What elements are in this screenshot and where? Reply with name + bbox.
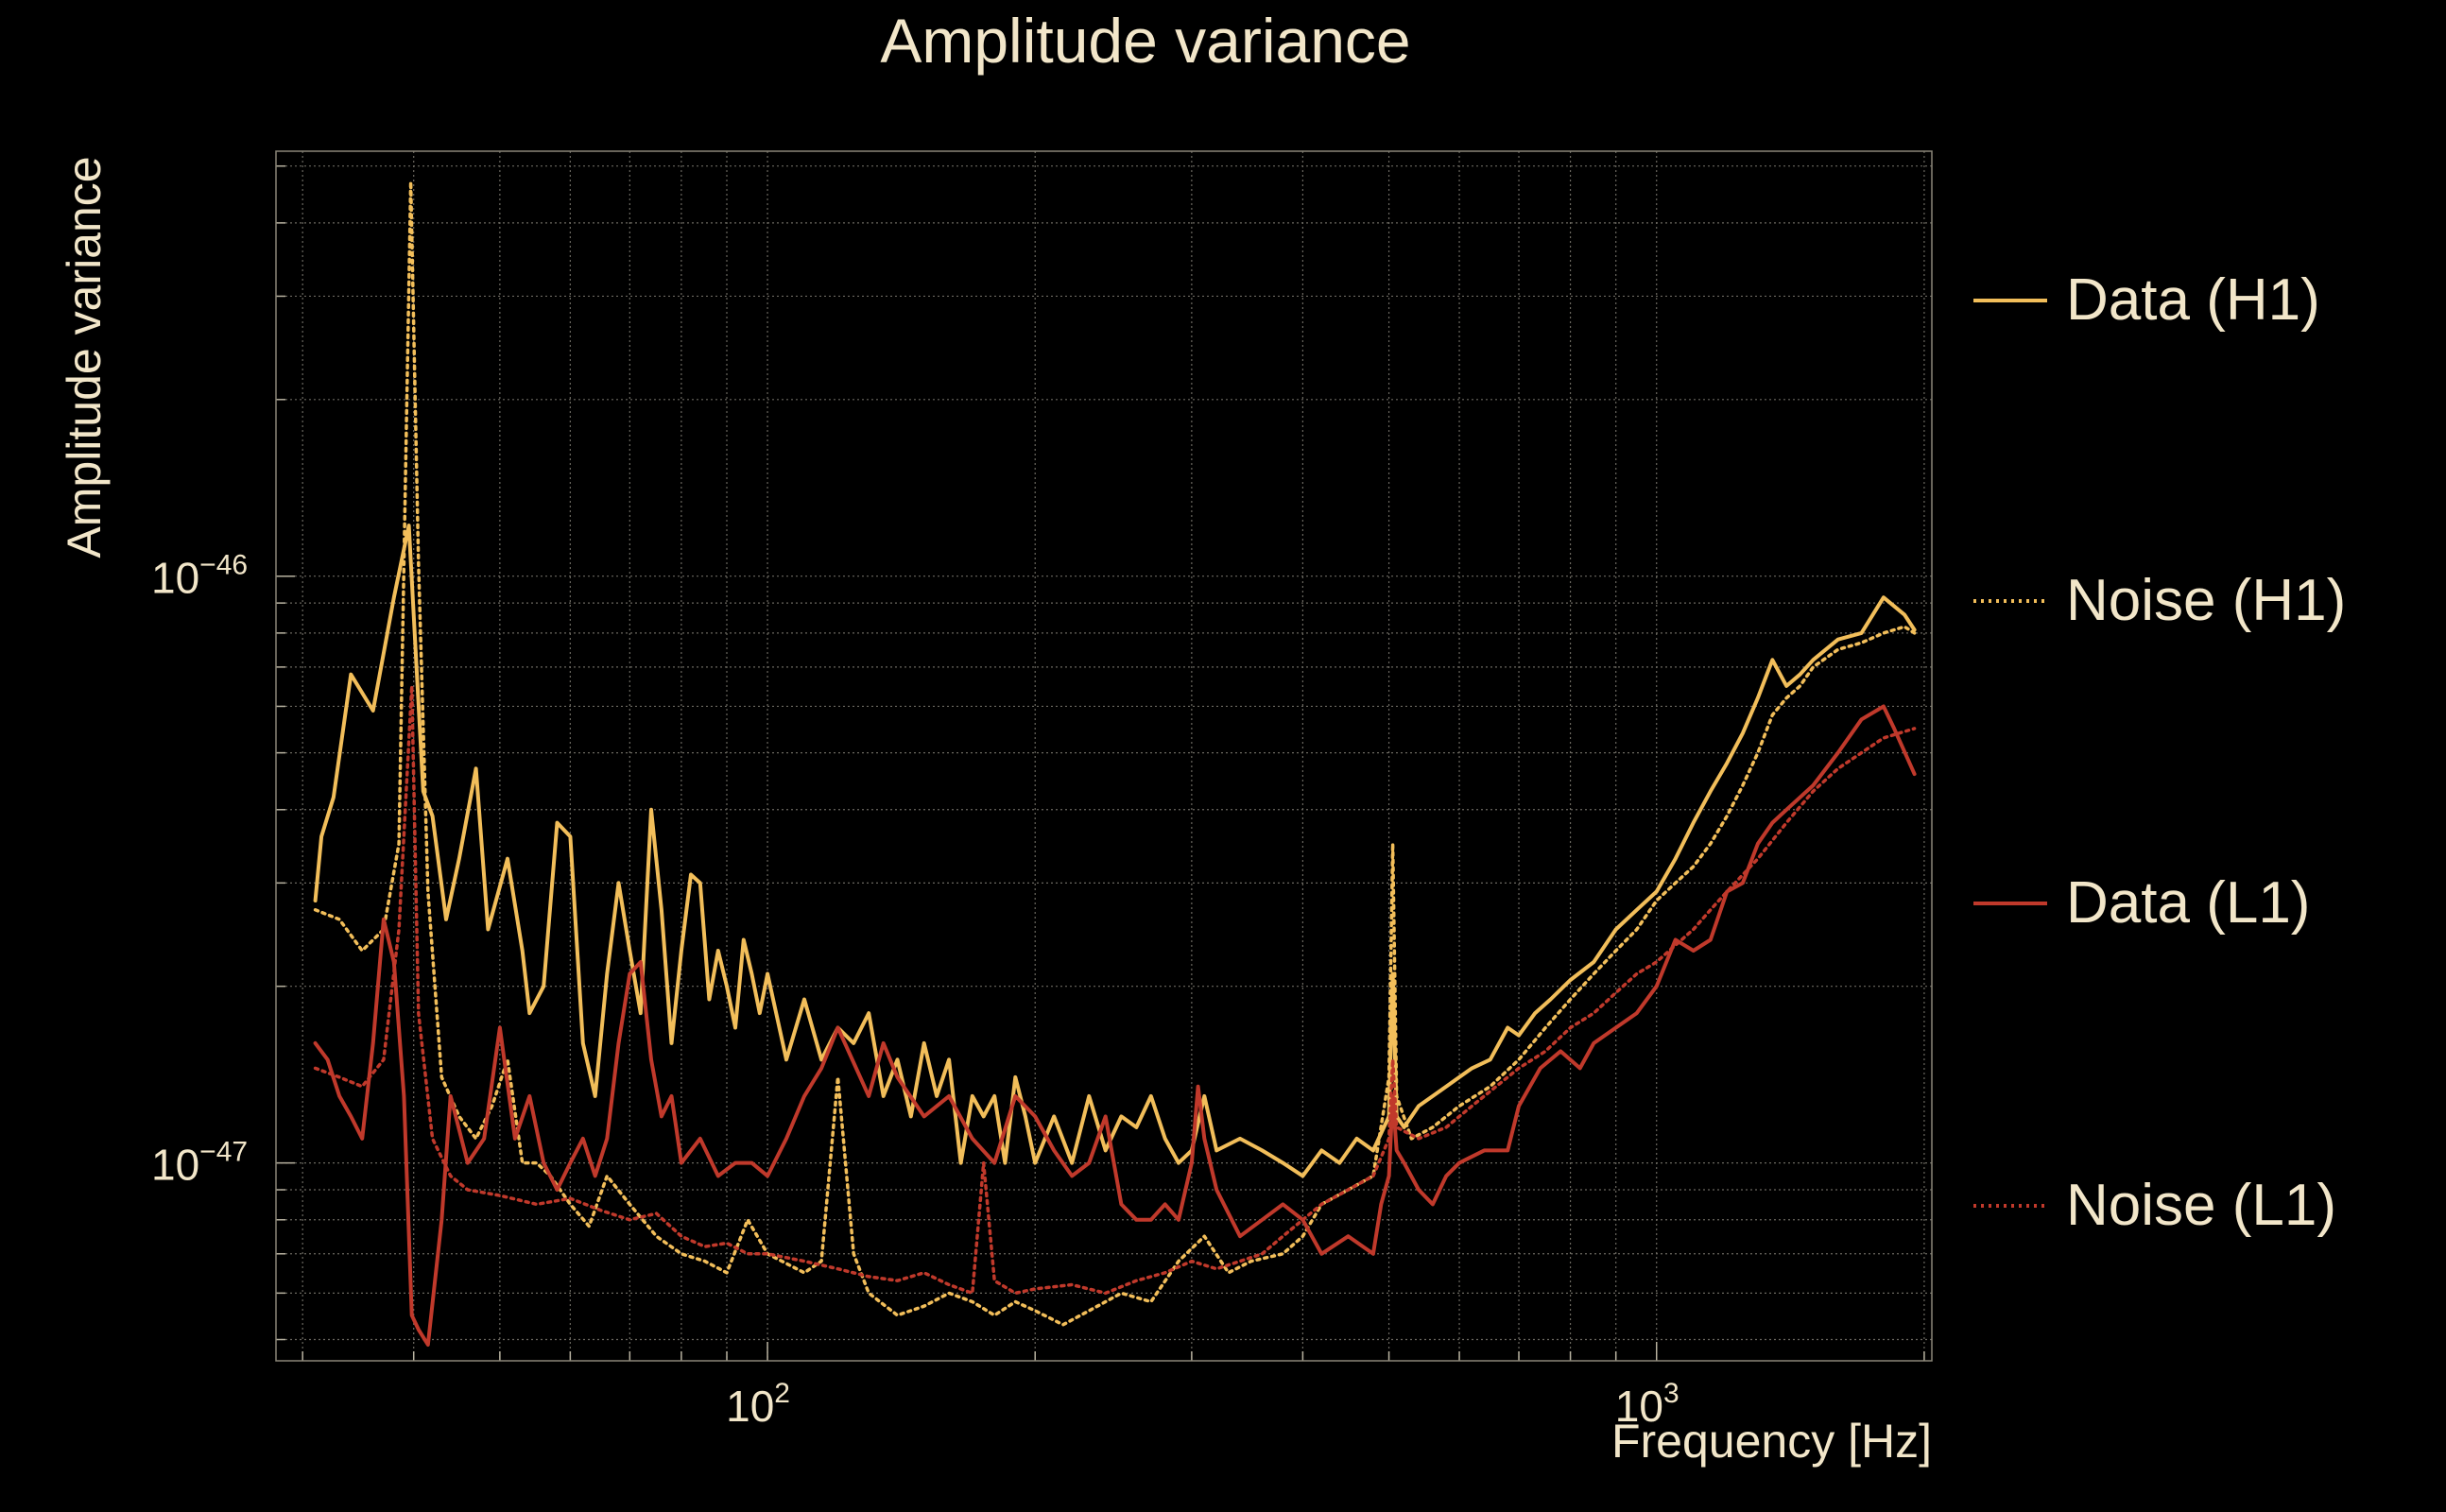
plot-frame [275,150,1933,1362]
chart-title: Amplitude variance [880,6,1410,76]
series-lines [313,180,1917,1347]
series-line-2 [313,180,1917,1327]
legend-label: Data (H1) [2066,267,2320,333]
x-tick-label: 102 [726,1378,790,1431]
legend-label: Noise (H1) [2066,568,2346,633]
series-line-1 [313,524,1917,1178]
x-axis-label: Frequency [Hz] [1611,1415,1932,1468]
series-line-4 [313,684,1917,1296]
legend: Data (H1) Noise (H1) Data (L1) Noise (L1) [1973,267,2346,1238]
series-line-3 [313,704,1917,1347]
x-tick-label: 103 [1615,1378,1679,1431]
legend-label: Noise (L1) [2066,1173,2336,1238]
y-axis-label: Amplitude variance [58,156,111,558]
y-tick-label: 10−46 [151,550,248,603]
y-tick-label: 10−47 [151,1137,248,1190]
legend-label: Data (L1) [2066,870,2310,936]
grid [276,151,1932,1361]
axis-ticks: 102 103 10−47 10−46 [151,164,1925,1431]
